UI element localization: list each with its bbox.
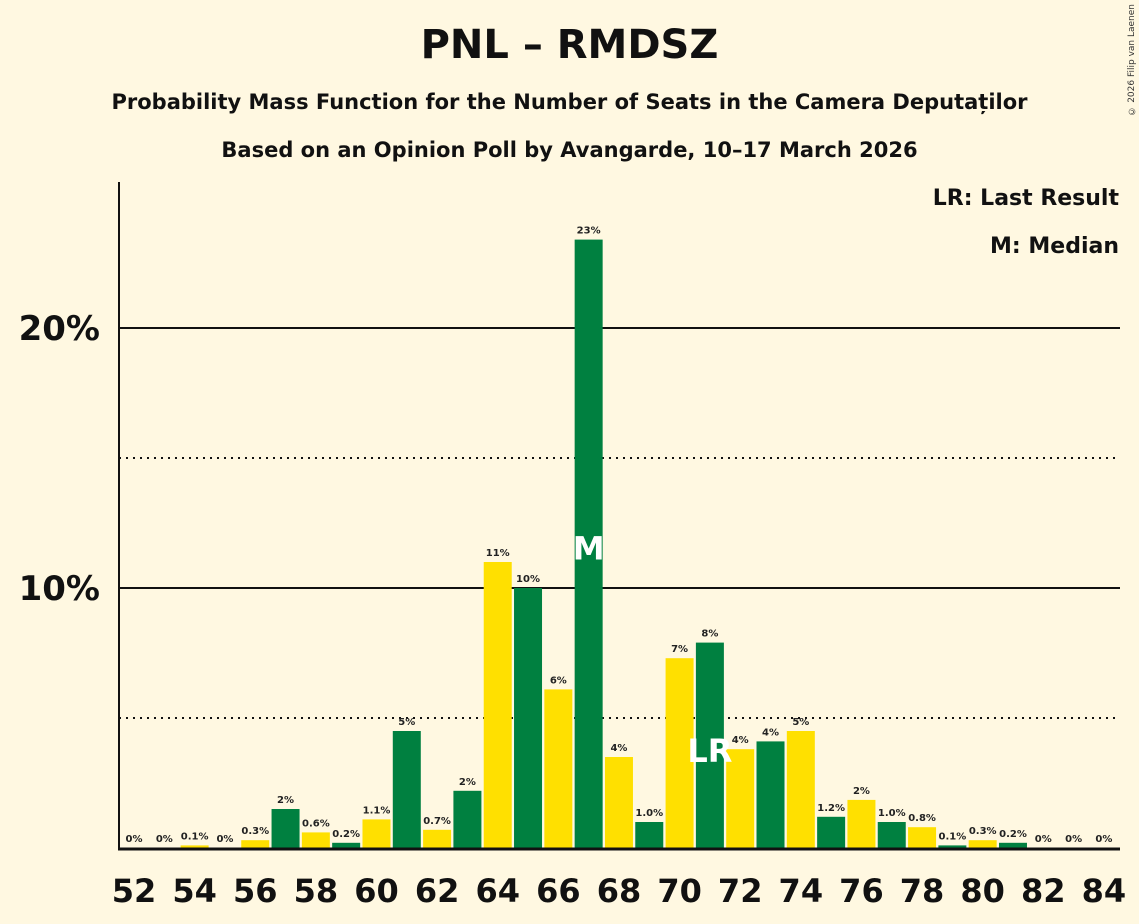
bar-label: 0% (156, 834, 173, 845)
bar-label: 0% (216, 834, 233, 845)
x-tick-label: 82 (1021, 872, 1066, 910)
bar-label: 1.1% (363, 805, 391, 816)
bar-label: 0.2% (332, 829, 360, 840)
x-tick-label: 62 (415, 872, 460, 910)
bar-57 (271, 809, 300, 848)
bar-label: 0.6% (302, 818, 330, 829)
bar-label: 10% (516, 574, 540, 585)
bar-label: 4% (732, 735, 749, 746)
bar-label: 0.2% (999, 829, 1027, 840)
bar-58 (301, 832, 330, 848)
bar-label: 0.8% (908, 813, 936, 824)
chart-title: PNL – RMDSZ (420, 22, 719, 68)
x-tick-label: 52 (112, 872, 157, 910)
bar-label: 23% (577, 226, 601, 237)
bar-label: 2% (277, 795, 294, 806)
bar-label: 1.2% (817, 803, 845, 814)
bar-label: 11% (486, 548, 510, 559)
bar-label: 0.1% (181, 831, 209, 842)
x-tick-label: 72 (718, 872, 763, 910)
bar-label: 0.3% (969, 826, 997, 837)
bar-74 (786, 731, 815, 848)
x-tick-label: 70 (657, 872, 702, 910)
x-tick-label: 58 (294, 872, 339, 910)
bar-label: 1.0% (635, 808, 663, 819)
bar-79 (938, 845, 967, 848)
bar-78 (908, 827, 937, 848)
bar-label: 0.3% (241, 826, 269, 837)
bar-label: 0% (1035, 834, 1052, 845)
bar-59 (332, 842, 361, 848)
bar-label: 0% (126, 834, 143, 845)
x-tick-label: 56 (233, 872, 278, 910)
x-tick-label: 78 (900, 872, 945, 910)
bar-80 (968, 840, 997, 848)
bar-63 (453, 790, 482, 848)
bar-56 (241, 840, 270, 848)
x-tick-label: 76 (839, 872, 884, 910)
chart-subtitle: Probability Mass Function for the Number… (111, 90, 1028, 114)
median-marker: M (573, 530, 605, 568)
y-tick-label: 20% (19, 309, 100, 349)
x-tick-label: 66 (536, 872, 581, 910)
bar-label: 5% (398, 717, 415, 728)
x-tick-label: 68 (597, 872, 642, 910)
bar-77 (877, 822, 906, 848)
bar-67 (574, 239, 603, 849)
bar-label: 1.0% (878, 808, 906, 819)
bar-81 (998, 842, 1027, 848)
x-tick-label: 64 (475, 872, 520, 910)
bar-68 (604, 757, 633, 848)
bar-69 (635, 822, 664, 848)
bar-label: 2% (853, 786, 870, 797)
bar-75 (817, 816, 846, 848)
bar-73 (756, 741, 785, 848)
bar-61 (392, 731, 421, 848)
legend-last-result: LR: Last Result (932, 186, 1119, 211)
bar-label: 0% (1065, 834, 1082, 845)
bar-72 (726, 749, 755, 848)
bar-label: 2% (459, 777, 476, 788)
bar-71 (695, 642, 724, 848)
bar-label: 6% (550, 675, 567, 686)
x-tick-label: 80 (960, 872, 1005, 910)
bar-60 (362, 819, 391, 848)
bar-label: 4% (762, 727, 779, 738)
bar-label: 0.7% (423, 816, 451, 827)
x-tick-label: 74 (779, 872, 824, 910)
bar-label: 0.1% (939, 831, 967, 842)
x-tick-label: 54 (172, 872, 217, 910)
bar-62 (423, 829, 452, 848)
x-tick-label: 60 (354, 872, 399, 910)
bar-54 (180, 845, 209, 848)
bar-66 (544, 689, 573, 848)
y-tick-label: 10% (19, 569, 100, 609)
bar-label: 0% (1095, 834, 1112, 845)
last-result-marker: LR (687, 732, 732, 770)
bar-label: 7% (671, 644, 688, 655)
bar-label: 4% (610, 743, 627, 754)
x-tick-label: 84 (1082, 872, 1127, 910)
bar-64 (483, 562, 512, 848)
legend-median: M: Median (990, 234, 1119, 259)
bar-70 (665, 658, 694, 848)
bar-label: 5% (792, 717, 809, 728)
chart-subtitle-source: Based on an Opinion Poll by Avangarde, 1… (221, 138, 918, 162)
bar-76 (847, 799, 876, 848)
bar-label: 8% (701, 629, 718, 640)
bar-65 (514, 588, 543, 848)
